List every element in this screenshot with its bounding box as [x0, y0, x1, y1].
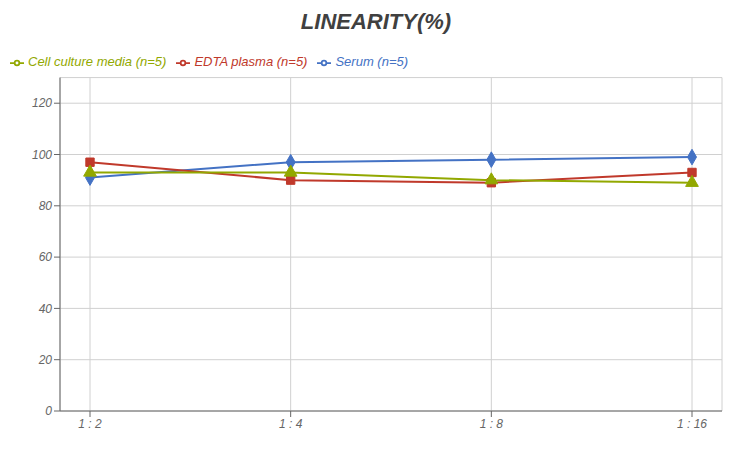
svg-text:1 : 16: 1 : 16: [677, 417, 707, 431]
html-text:Serum (n=5): Serum (n=5): [335, 54, 409, 69]
svg-text:80: 80: [39, 199, 53, 213]
svg-text:1 : 2: 1 : 2: [78, 417, 102, 431]
html-text:LINEARITY(%): LINEARITY(%): [300, 9, 452, 34]
html-text:EDTA plasma (n=5): EDTA plasma (n=5): [194, 54, 308, 69]
svg-text:1 : 8: 1 : 8: [480, 417, 504, 431]
svg-text:60: 60: [39, 250, 53, 264]
svg-text:100: 100: [32, 148, 52, 162]
svg-text:20: 20: [38, 353, 53, 367]
svg-text:40: 40: [39, 302, 53, 316]
html-text:Cell culture media (n=5): Cell culture media (n=5): [28, 54, 167, 69]
svg-text:120: 120: [32, 96, 52, 110]
svg-text:1 : 4: 1 : 4: [279, 417, 303, 431]
svg-text:0: 0: [45, 404, 52, 418]
